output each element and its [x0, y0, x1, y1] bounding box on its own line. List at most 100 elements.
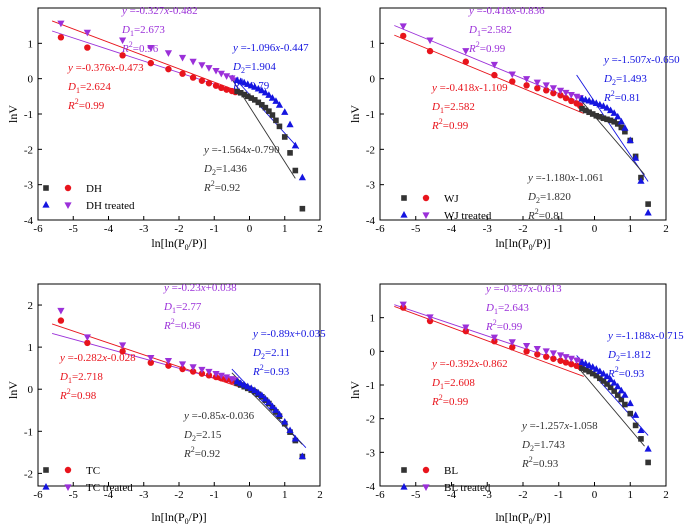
data-point — [600, 378, 607, 384]
data-point — [589, 363, 597, 370]
annotation-run: x — [569, 172, 575, 184]
annotation-run: =0.93 — [619, 368, 645, 380]
data-point — [205, 80, 213, 87]
fit-annotation-line: y =-1.507x-0.650 — [603, 54, 680, 66]
annotation-run: -0.862 — [479, 358, 507, 370]
data-point — [600, 115, 607, 122]
annotation-run: R — [203, 182, 211, 194]
legend-label: TC — [86, 465, 100, 477]
fit-annotation-line: D2=2.11 — [252, 347, 290, 361]
data-point — [298, 452, 306, 460]
annotation-run: -1.058 — [569, 420, 598, 432]
data-point — [269, 112, 276, 118]
data-point — [622, 401, 628, 408]
x-tick-label: -4 — [447, 489, 457, 501]
x-axis-label-run: ln[ln(P — [151, 510, 185, 524]
annotation-run: -0.650 — [651, 54, 680, 66]
fit-annotation-line: R2=0.99 — [431, 393, 469, 408]
fit-annotation-line: D2=1.436 — [203, 163, 247, 177]
data-point — [491, 71, 498, 79]
legend-label: WJ treated — [444, 210, 492, 222]
data-point — [589, 111, 596, 117]
fit-line — [51, 20, 240, 92]
data-point — [164, 357, 173, 365]
x-tick-label: -3 — [139, 489, 149, 501]
annotation-run: =-1.257 — [527, 420, 565, 432]
data-point — [272, 406, 280, 413]
data-point — [147, 44, 155, 52]
y-tick-label: 1 — [28, 342, 34, 354]
annotation-run: 2 — [241, 66, 245, 75]
fit-annotation-line: y =-0.418x-0.836 — [468, 5, 545, 17]
data-point — [637, 426, 645, 434]
y-tick-label: -2 — [24, 468, 33, 480]
x-tick-label: 1 — [628, 223, 634, 235]
data-point — [217, 70, 225, 78]
data-point — [509, 78, 516, 85]
data-point — [632, 154, 640, 161]
series-3 — [233, 76, 306, 181]
annotation-run: y — [431, 82, 437, 94]
data-point — [217, 372, 225, 380]
annotation-run: R — [468, 43, 476, 55]
annotation-run: -0.028 — [107, 352, 136, 364]
data-point — [399, 301, 407, 309]
data-point — [198, 366, 206, 374]
data-point — [586, 368, 592, 375]
annotation-run: =0.96 — [133, 43, 159, 55]
data-point — [604, 381, 610, 387]
annotation-run: =-1.188 — [613, 330, 651, 342]
data-point — [462, 48, 470, 55]
annotation-run: y — [67, 62, 73, 74]
data-point — [255, 99, 262, 106]
data-point — [262, 104, 269, 111]
annotation-run: =-0.85 — [189, 410, 221, 422]
x-tick-label: -1 — [554, 489, 563, 501]
data-point — [119, 52, 126, 59]
data-point — [281, 108, 289, 115]
legend-marker — [64, 484, 72, 491]
fit-line — [231, 74, 300, 149]
annotation-run: =0.92 — [215, 182, 240, 194]
annotation-run: x — [473, 358, 479, 370]
annotation-run: 2 — [212, 168, 216, 177]
data-point — [542, 82, 550, 90]
series-0 — [57, 34, 239, 96]
data-point — [550, 355, 557, 362]
data-point — [582, 367, 589, 373]
data-point — [557, 92, 564, 99]
y-tick-label: -4 — [24, 215, 34, 227]
fit-annotation-line: R2=0.96 — [121, 40, 159, 55]
series-3 — [233, 377, 306, 460]
x-tick-label: -4 — [104, 489, 114, 501]
data-point — [604, 116, 610, 123]
annotation-run: =0.79 — [244, 80, 270, 92]
annotation-run: 1 — [68, 376, 72, 385]
fit-annotation-line: R2=0.93 — [521, 455, 559, 470]
x-tick-label: 0 — [592, 223, 598, 235]
x-tick-label: -1 — [554, 223, 563, 235]
x-tick-label: 1 — [282, 489, 288, 501]
annotation-run: D — [252, 347, 261, 359]
x-axis-label: ln[ln(P0/P)] — [495, 236, 550, 252]
annotation-run: x — [200, 282, 206, 294]
annotation-run: 1 — [172, 306, 176, 315]
annotation-run: y — [603, 54, 609, 66]
annotation-run: 1 — [440, 106, 444, 115]
annotation-run: +0.038 — [206, 282, 237, 294]
annotation-run: =1.904 — [245, 61, 276, 73]
data-point — [251, 386, 259, 394]
data-point — [462, 324, 470, 332]
annotation-run: D — [607, 349, 616, 361]
x-axis-label-subscript: 0 — [185, 517, 189, 526]
chart-panel-bottom-right: -6 -5 -4 -3 -2 -1 0 1 2-4-3-2-101lnVln[ln(P0/P)]… — [348, 283, 684, 526]
data-point — [562, 94, 570, 102]
annotation-run: 2 — [260, 363, 264, 372]
fit-annotation-line: D1=2.718 — [59, 371, 103, 385]
data-point — [164, 50, 173, 57]
annotation-run: 2 — [67, 387, 71, 396]
annotation-run: 2 — [529, 455, 533, 464]
data-point — [268, 94, 277, 101]
annotation-run: =1.436 — [216, 163, 247, 175]
annotation-run: 2 — [493, 318, 497, 327]
